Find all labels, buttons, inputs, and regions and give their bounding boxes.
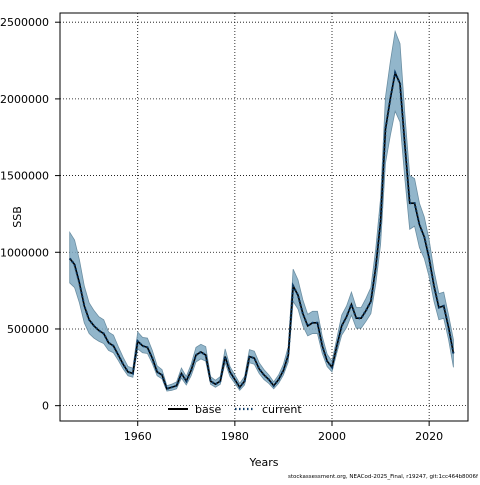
y-tick-label-1500000: 1500000 xyxy=(0,170,49,183)
y-tick-label-0: 0 xyxy=(42,400,49,413)
plot-frame xyxy=(59,12,469,422)
legend: base current xyxy=(168,403,302,416)
grid-lines xyxy=(60,13,468,421)
legend-label-current: current xyxy=(262,403,302,416)
series-line-base xyxy=(69,70,455,390)
footnote: stockassessment.org, NEACod-2025_Final, … xyxy=(288,474,479,480)
x-tick-label-1980: 1980 xyxy=(221,430,249,443)
x-axis: 1960 1980 2000 2020 xyxy=(124,421,443,443)
legend-label-base: base xyxy=(195,403,221,416)
y-tick-label-500000: 500000 xyxy=(7,323,49,336)
x-tick-label-2000: 2000 xyxy=(318,430,346,443)
series-line-current xyxy=(68,69,455,391)
confidence-band xyxy=(69,29,454,392)
y-tick-label-2000000: 2000000 xyxy=(0,93,49,106)
x-tick-label-2020: 2020 xyxy=(415,430,443,443)
x-tick-label-1960: 1960 xyxy=(124,430,152,443)
y-tick-label-2500000: 2500000 xyxy=(0,16,49,29)
x-axis-title: Years xyxy=(248,456,278,469)
y-axis-title: SSB xyxy=(11,206,24,228)
y-axis: 0 500000 1000000 1500000 2000000 2500000 xyxy=(0,16,60,413)
y-tick-label-1000000: 1000000 xyxy=(0,246,49,259)
confidence-band-group xyxy=(69,29,454,392)
series-lines xyxy=(68,69,455,391)
